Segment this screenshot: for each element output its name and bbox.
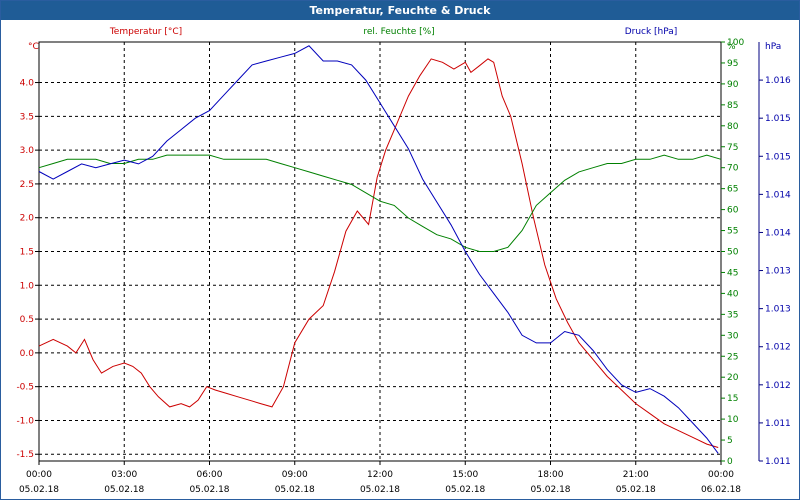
pressure-line xyxy=(38,45,719,454)
x-tick-date: 05.02.18 xyxy=(530,485,570,495)
humidity-tick-label: 90 xyxy=(727,80,739,90)
temperature-tick-label: 0.5 xyxy=(20,315,34,325)
humidity-tick-label: 45 xyxy=(727,268,738,278)
pressure-tick-label: 1.013 xyxy=(765,305,791,315)
temperature-tick-label: -1.0 xyxy=(16,416,34,426)
x-tick-time: 09:00 xyxy=(282,470,308,480)
temperature-line xyxy=(38,58,719,448)
humidity-tick-label: 55 xyxy=(727,227,738,237)
humidity-series-label: rel. Feuchte [%] xyxy=(363,27,434,37)
humidity-tick-label: 70 xyxy=(727,164,739,174)
pressure-tick-label: 1.012 xyxy=(765,381,791,391)
temperature-tick-label: -0.5 xyxy=(16,383,34,393)
pressure-tick-label: 1.011 xyxy=(765,419,791,429)
pressure-tick-label: 1.012 xyxy=(765,343,791,353)
humidity-tick-label: 0 xyxy=(727,457,733,467)
humidity-tick-label: 40 xyxy=(727,289,739,299)
x-tick-date: 05.02.18 xyxy=(19,485,59,495)
x-tick-date: 05.02.18 xyxy=(616,485,656,495)
humidity-tick-label: 95 xyxy=(727,59,738,69)
x-tick-time: 00:00 xyxy=(708,470,734,480)
humidity-tick-label: 100 xyxy=(727,38,744,48)
pressure-unit-label: hPa xyxy=(765,42,781,52)
window-title: Temperatur, Feuchte & Druck xyxy=(1,1,799,20)
pressure-tick-label: 1.011 xyxy=(765,457,791,467)
pressure-series-label: Druck [hPa] xyxy=(625,27,678,37)
temperature-tick-label: 3.0 xyxy=(20,146,35,156)
humidity-tick-label: 75 xyxy=(727,143,738,153)
humidity-tick-label: 20 xyxy=(727,373,739,383)
x-tick-date: 05.02.18 xyxy=(189,485,229,495)
x-tick-time: 15:00 xyxy=(452,470,478,480)
temperature-tick-label: 1.5 xyxy=(20,248,34,258)
temperature-tick-label: -1.5 xyxy=(16,450,34,460)
pressure-tick-label: 1.014 xyxy=(765,228,791,238)
humidity-tick-label: 10 xyxy=(727,415,739,425)
humidity-tick-label: 25 xyxy=(727,352,738,362)
temperature-unit-label: °C xyxy=(28,42,39,52)
labels: -1.5 -1.0 -0.5 0.0 0.5 1.0 1.5 2.0 2.5 3.0 3.5 4.0 0… xyxy=(16,27,791,495)
x-tick-date: 05.02.18 xyxy=(445,485,485,495)
pressure-tick-label: 1.013 xyxy=(765,267,791,277)
temperature-tick-label: 4.0 xyxy=(20,79,35,89)
grid xyxy=(39,42,721,461)
temperature-series-label: Temperatur [°C] xyxy=(109,27,182,37)
temperature-tick-label: 1.0 xyxy=(20,281,35,291)
humidity-line xyxy=(38,154,722,252)
axes xyxy=(35,41,763,465)
x-tick-date: 05.02.18 xyxy=(275,485,315,495)
x-tick-time: 03:00 xyxy=(111,470,137,480)
x-tick-date: 06.02.18 xyxy=(701,485,741,495)
humidity-tick-label: 15 xyxy=(727,394,738,404)
humidity-tick-label: 60 xyxy=(727,206,739,216)
pressure-tick-label: 1.015 xyxy=(765,152,791,162)
humidity-tick-label: 65 xyxy=(727,185,738,195)
pressure-tick-label: 1.015 xyxy=(765,114,791,124)
series xyxy=(38,45,722,454)
x-tick-time: 00:00 xyxy=(26,470,52,480)
x-tick-date: 05.02.18 xyxy=(360,485,400,495)
humidity-tick-label: 5 xyxy=(727,436,733,446)
temperature-tick-label: 3.5 xyxy=(20,112,34,122)
humidity-tick-label: 50 xyxy=(727,248,739,258)
humidity-tick-label: 35 xyxy=(727,310,738,320)
x-tick-time: 21:00 xyxy=(623,470,649,480)
temperature-tick-label: 2.0 xyxy=(20,214,35,224)
humidity-unit-label: % xyxy=(727,42,736,52)
humidity-tick-label: 30 xyxy=(727,331,739,341)
humidity-tick-label: 80 xyxy=(727,122,739,132)
pressure-tick-label: 1.014 xyxy=(765,190,791,200)
x-tick-date: 05.02.18 xyxy=(104,485,144,495)
temperature-tick-label: 0.0 xyxy=(20,349,35,359)
chart: -1.5 -1.0 -0.5 0.0 0.5 1.0 1.5 2.0 2.5 3.0 3.5 4.0 0… xyxy=(16,27,791,495)
x-tick-time: 12:00 xyxy=(367,470,393,480)
x-tick-time: 06:00 xyxy=(197,470,223,480)
temperature-tick-label: 2.5 xyxy=(20,180,34,190)
pressure-tick-label: 1.016 xyxy=(765,76,791,86)
humidity-tick-label: 85 xyxy=(727,101,738,111)
x-tick-time: 18:00 xyxy=(538,470,564,480)
